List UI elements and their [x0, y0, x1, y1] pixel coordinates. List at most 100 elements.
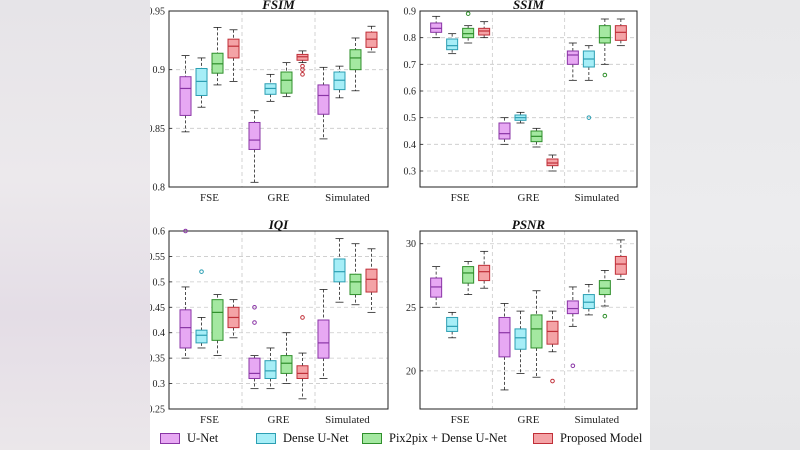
outlier-point: [252, 320, 257, 325]
ytick-label-iqi: 0.4: [153, 328, 166, 339]
ytick-label-fsim: 0.85: [150, 124, 165, 135]
box-body: [317, 84, 330, 115]
ytick-label-ssim: 0.5: [404, 113, 417, 124]
chart-title-iqi: IQI: [268, 217, 289, 232]
background-left: [0, 0, 150, 450]
background-right: [650, 0, 800, 450]
ytick-label-iqi: 0.25: [150, 405, 165, 416]
box-body: [211, 299, 224, 341]
panel-ssim: SSIM 0.3 0.4 0.5 0.6 0.7 0.8 0.9 FSE GRE Simulated: [404, 0, 638, 204]
box-body: [317, 319, 330, 359]
plot-frame-iqi: [168, 230, 389, 410]
ytick-label-iqi: 0.3: [153, 379, 166, 390]
box-body: [296, 365, 309, 379]
box-iqi-simulated-s0: [317, 289, 330, 379]
box-psnr-gre-s3: [546, 310, 559, 384]
legend-swatch-dense-unet: [256, 433, 276, 444]
xtick-label-iqi: GRE: [268, 414, 290, 426]
ytick-label-fsim: 0.95: [150, 7, 165, 18]
box-body: [598, 25, 611, 44]
box-body: [446, 38, 459, 51]
box-ssim-fse-s3: [478, 21, 491, 39]
xtick-label-fsim: GRE: [268, 192, 290, 204]
box-psnr-gre-s0: [498, 303, 511, 391]
outlier-point: [570, 363, 576, 369]
xtick-label-ssim: Simulated: [575, 192, 620, 204]
box-fsim-fse-s2: [211, 27, 224, 86]
outlier-point: [465, 11, 471, 16]
box-iqi-gre-s3: [296, 315, 309, 400]
box-fsim-simulated-s3: [365, 25, 378, 53]
box-iqi-gre-s1: [264, 347, 277, 390]
ytick-label-iqi: 0.6: [153, 227, 166, 238]
legend-swatch-proposed: [533, 433, 553, 444]
xtick-label-iqi: Simulated: [325, 414, 370, 426]
box-psnr-fse-s0: [430, 266, 443, 308]
box-body: [349, 273, 362, 296]
outlier-point: [300, 315, 305, 320]
box-body: [566, 300, 579, 315]
box-iqi-simulated-s2: [349, 243, 362, 306]
box-ssim-simulated-s2: [598, 18, 611, 78]
xtick-label-fsim: Simulated: [325, 192, 370, 204]
xtick-label-psnr: FSE: [451, 414, 470, 426]
ytick-label-iqi: 0.45: [150, 303, 165, 314]
ytick-label-ssim: 0.6: [404, 87, 417, 98]
ytick-label-ssim: 0.7: [404, 60, 417, 71]
box-body: [349, 49, 362, 71]
box-body: [478, 264, 491, 282]
box-fsim-simulated-s2: [349, 37, 362, 92]
ytick-label-ssim: 0.4: [404, 140, 417, 151]
box-body: [614, 255, 627, 275]
box-ssim-simulated-s3: [614, 18, 627, 47]
box-body: [598, 280, 611, 296]
outlier-point: [602, 313, 608, 319]
legend: U-Net Dense U-Net Pix2pix + Dense U-Net …: [150, 428, 650, 450]
box-body: [333, 258, 346, 283]
box-psnr-simulated-s2: [598, 270, 611, 319]
box-body: [530, 314, 543, 349]
box-fsim-simulated-s0: [317, 66, 330, 140]
outlier-point: [586, 115, 592, 120]
box-ssim-fse-s0: [430, 15, 443, 39]
box-body: [430, 22, 443, 33]
outlier-point: [252, 304, 257, 310]
box-iqi-gre-s2: [280, 332, 293, 384]
box-iqi-fse-s2: [211, 294, 224, 357]
ytick-label-ssim: 0.3: [404, 167, 417, 178]
box-body: [179, 309, 192, 349]
ytick-label-iqi: 0.55: [150, 252, 165, 263]
box-body: [280, 71, 293, 94]
box-iqi-simulated-s1: [333, 238, 346, 303]
box-psnr-simulated-s1: [582, 283, 595, 316]
box-ssim-simulated-s0: [566, 42, 579, 81]
box-body: [514, 328, 527, 350]
ytick-label-psnr: 30: [406, 239, 416, 250]
box-body: [195, 329, 208, 344]
xtick-label-ssim: GRE: [518, 192, 540, 204]
panel-iqi: IQI 0.25 0.3 0.35 0.4 0.45 0.5 0.55 0.6 FSE GRE Sim…: [150, 217, 389, 426]
box-fsim-fse-s0: [179, 55, 192, 133]
box-psnr-fse-s2: [462, 261, 475, 295]
plot-frame-psnr: [419, 230, 638, 410]
box-ssim-fse-s2: [462, 11, 475, 44]
xtick-label-iqi: FSE: [200, 414, 219, 426]
box-ssim-simulated-s1: [582, 45, 595, 120]
outlier-point: [300, 72, 305, 77]
chart-canvas: FSIM 0.8 0.85 0.9 0.95 FSE GRE Simulated SSIM 0.3…: [150, 0, 638, 426]
box-body: [179, 76, 192, 116]
panel-fsim: FSIM 0.8 0.85 0.9 0.95 FSE GRE Simulated: [150, 0, 389, 204]
box-psnr-fse-s1: [446, 311, 459, 339]
box-ssim-fse-s1: [446, 33, 459, 55]
box-body: [582, 294, 595, 310]
ytick-label-psnr: 25: [406, 303, 416, 314]
ytick-label-fsim: 0.8: [153, 183, 166, 194]
chart-title-ssim: SSIM: [513, 0, 545, 12]
outlier-point: [199, 269, 204, 274]
legend-swatch-pix2pix: [362, 433, 382, 444]
xtick-label-fsim: FSE: [200, 192, 219, 204]
legend-label-dense-unet: Dense U-Net: [283, 431, 349, 445]
outlier-point: [183, 228, 188, 234]
plot-frame-fsim: [168, 10, 389, 188]
outlier-point: [550, 378, 555, 384]
